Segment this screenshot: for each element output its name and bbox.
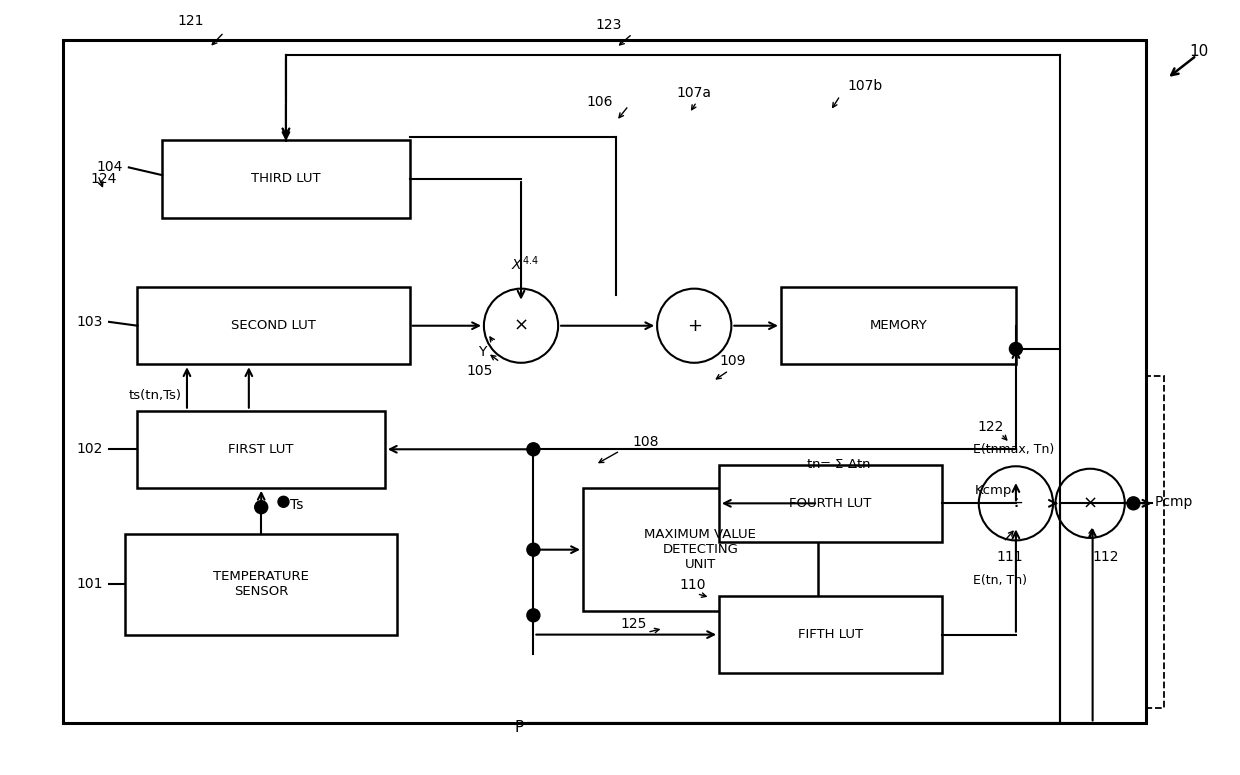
Circle shape: [254, 501, 268, 514]
Text: 106: 106: [587, 95, 613, 109]
Ellipse shape: [484, 288, 558, 363]
Text: $X^{4.4}$: $X^{4.4}$: [511, 255, 538, 274]
Bar: [697, 384, 1037, 701]
Text: E(tnmax, Tn): E(tnmax, Tn): [972, 443, 1054, 456]
Text: 123: 123: [595, 19, 621, 33]
Text: tn= $\Sigma$ $\Delta$tn: tn= $\Sigma$ $\Delta$tn: [806, 458, 870, 471]
Bar: [91, 48, 1074, 708]
Text: 101: 101: [77, 577, 103, 591]
Circle shape: [527, 609, 539, 622]
Text: 112: 112: [1092, 549, 1120, 563]
Text: FIFTH LUT: FIFTH LUT: [797, 628, 863, 641]
Bar: [138, 411, 384, 488]
Bar: [138, 287, 409, 364]
Text: 102: 102: [77, 443, 103, 456]
Text: FOURTH LUT: FOURTH LUT: [789, 497, 872, 510]
Text: 105: 105: [466, 364, 492, 378]
Text: 109: 109: [719, 354, 745, 368]
Circle shape: [1127, 497, 1140, 510]
Text: 122: 122: [977, 420, 1003, 434]
Text: E(tn, Tn): E(tn, Tn): [972, 574, 1027, 587]
Circle shape: [1009, 343, 1023, 356]
Bar: [781, 287, 1016, 364]
Bar: [125, 534, 397, 635]
Text: Y: Y: [477, 345, 486, 359]
Text: FIRST LUT: FIRST LUT: [228, 443, 294, 456]
Text: 10: 10: [1189, 44, 1209, 59]
Text: 121: 121: [177, 15, 203, 29]
Circle shape: [527, 443, 539, 456]
Text: 108: 108: [632, 436, 658, 450]
Text: 107a: 107a: [677, 86, 712, 100]
Text: THIRD LUT: THIRD LUT: [252, 173, 321, 185]
Text: 107b: 107b: [848, 78, 883, 92]
Circle shape: [278, 496, 289, 508]
Ellipse shape: [1055, 469, 1125, 538]
Text: 103: 103: [77, 315, 103, 329]
Text: ×: ×: [1083, 494, 1097, 512]
Bar: [162, 140, 409, 218]
Bar: [103, 140, 505, 697]
Text: +: +: [687, 317, 702, 335]
Bar: [719, 465, 941, 542]
Text: 110: 110: [680, 578, 706, 592]
Text: P: P: [515, 720, 523, 735]
Ellipse shape: [978, 467, 1053, 540]
Text: 104: 104: [97, 160, 123, 174]
Bar: [616, 125, 1061, 426]
Text: ts(tn,Ts): ts(tn,Ts): [129, 389, 182, 401]
Ellipse shape: [657, 288, 732, 363]
Text: ×: ×: [513, 317, 528, 335]
Text: TEMPERATURE
SENSOR: TEMPERATURE SENSOR: [213, 570, 309, 598]
Bar: [583, 488, 818, 611]
Bar: [533, 376, 1164, 708]
Circle shape: [527, 543, 539, 556]
Bar: [119, 272, 434, 499]
Text: MEMORY: MEMORY: [869, 319, 928, 332]
Text: ÷: ÷: [1008, 494, 1023, 512]
Text: 111: 111: [996, 549, 1023, 563]
Text: Ts: Ts: [290, 498, 303, 512]
Bar: [719, 596, 941, 673]
Bar: [63, 40, 1146, 723]
Text: 124: 124: [91, 172, 117, 186]
Text: Pcmp: Pcmp: [1154, 494, 1193, 509]
Text: Kcmp: Kcmp: [975, 484, 1012, 497]
Text: SECOND LUT: SECOND LUT: [231, 319, 316, 332]
Text: MAXIMUM VALUE
DETECTING
UNIT: MAXIMUM VALUE DETECTING UNIT: [645, 529, 756, 571]
Text: 125: 125: [620, 617, 646, 631]
